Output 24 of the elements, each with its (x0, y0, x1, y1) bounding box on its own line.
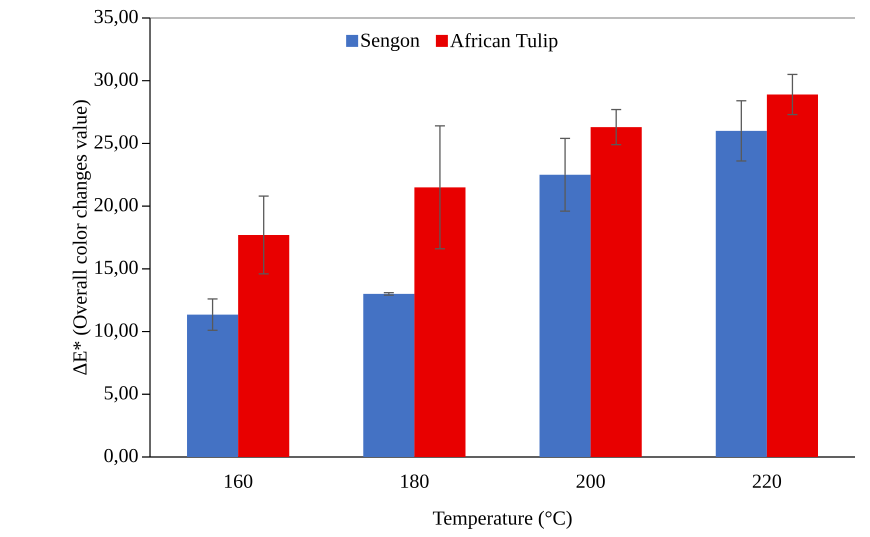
y-tick-label: 20,00 (94, 198, 138, 214)
x-tick-label: 200 (576, 474, 605, 488)
y-tick-label: 10,00 (95, 323, 138, 340)
bar (716, 130, 767, 457)
y-tick-label: 25,00 (94, 135, 138, 152)
y-tick-label: 35,00 (94, 10, 138, 26)
x-tick-label: 180 (401, 474, 429, 488)
bar (187, 314, 238, 457)
y-tick-label: 5,00 (104, 386, 138, 402)
x-axis-title: Temperature (°C) (432, 510, 572, 529)
bar (414, 187, 466, 457)
bar (590, 127, 642, 457)
bar (363, 294, 414, 457)
bar (766, 94, 818, 457)
y-tick-label: 0,00 (104, 448, 138, 466)
y-tick-label: 15,00 (95, 260, 138, 277)
legend-label: African Tulip (450, 33, 558, 52)
x-tick-label: 160 (224, 474, 252, 488)
y-axis-title: ΔE* (Overall color changes value) (72, 100, 91, 375)
bar (540, 174, 591, 457)
y-tick-label: 30,00 (94, 72, 138, 89)
x-tick-label: 220 (752, 474, 782, 488)
bar (238, 234, 290, 457)
legend-label: Sengon (361, 34, 420, 52)
